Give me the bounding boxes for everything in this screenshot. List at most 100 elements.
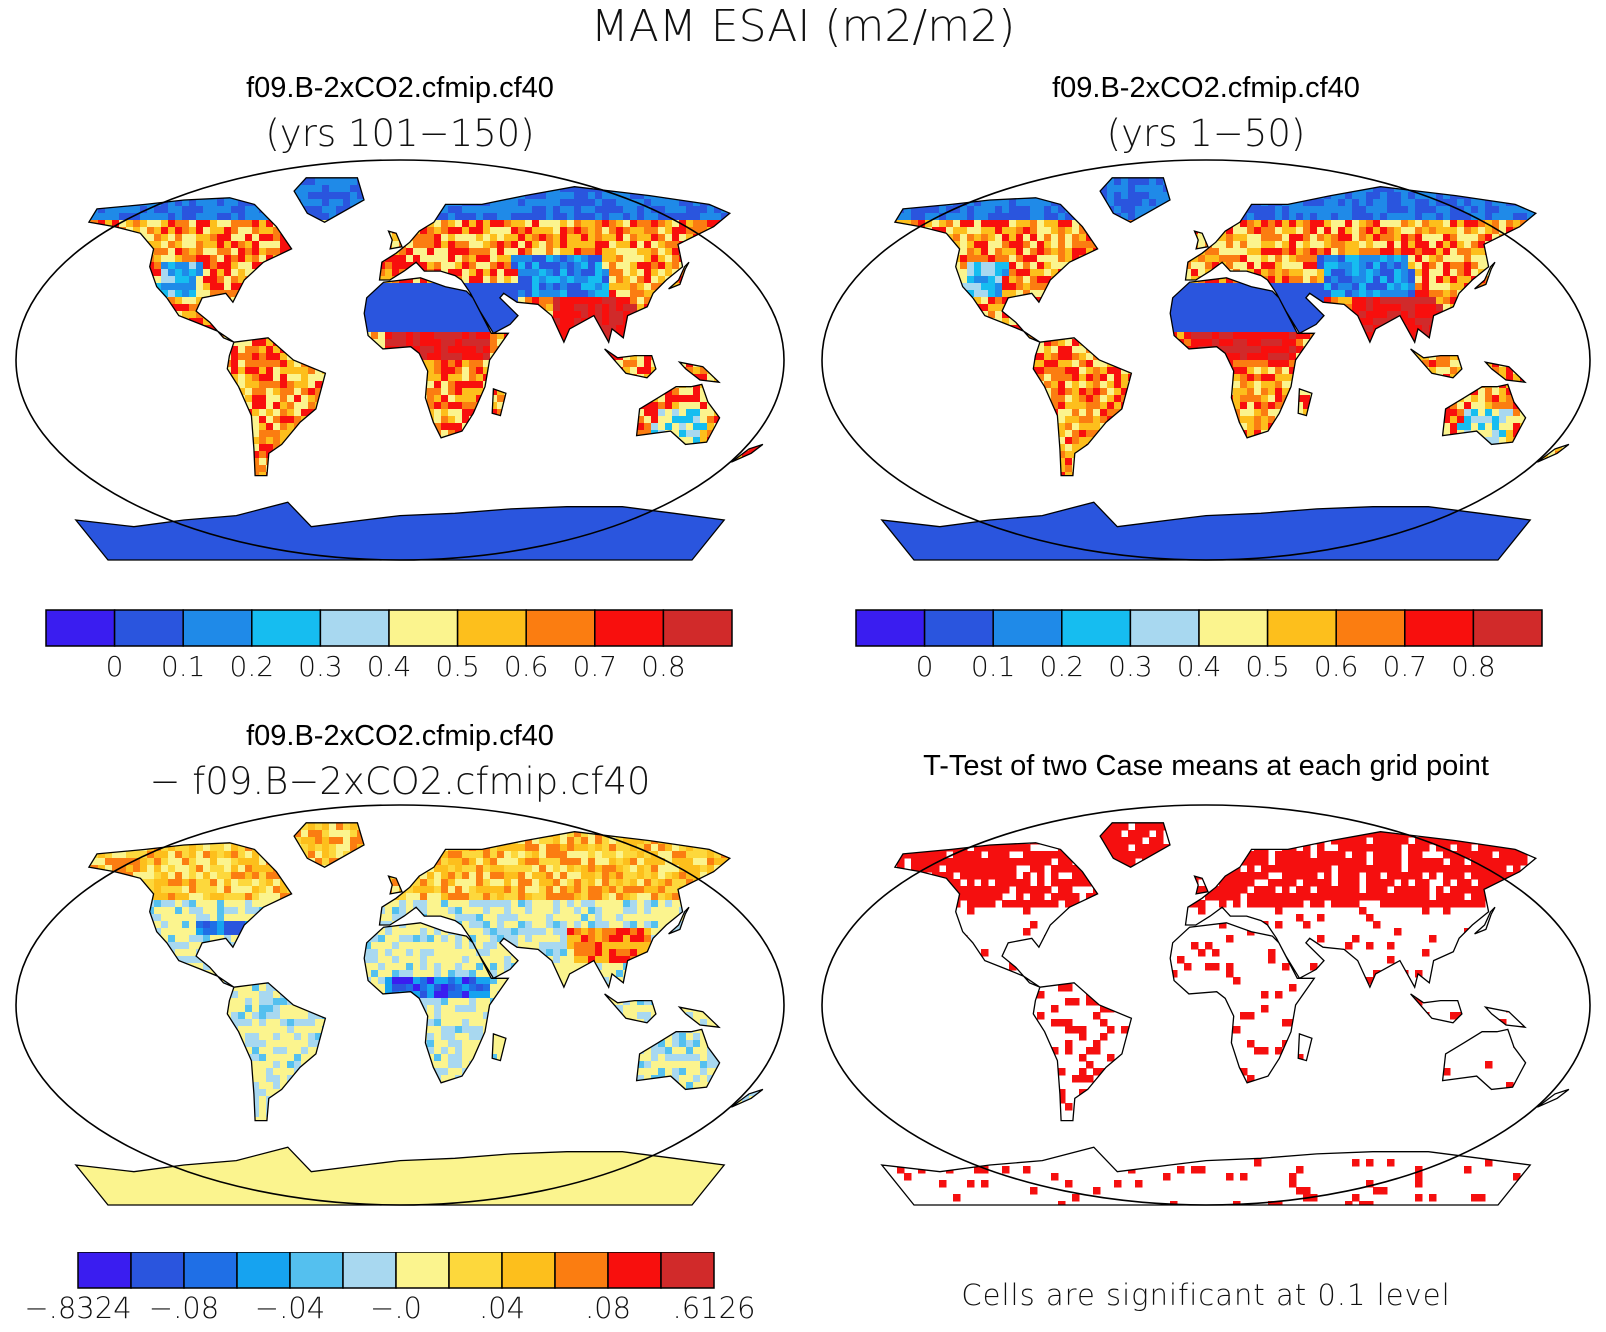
- grid-cell: [651, 276, 659, 284]
- grid-cell: [385, 339, 393, 347]
- grid-cell: [735, 185, 743, 193]
- grid-cell: [616, 290, 624, 298]
- grid-cell: [322, 150, 330, 158]
- grid-cell: [224, 269, 232, 277]
- grid-cell: [742, 150, 750, 158]
- grid-cell: [679, 178, 687, 186]
- grid-cell: [784, 220, 792, 228]
- grid-cell: [196, 157, 204, 165]
- grid-cell: [252, 262, 260, 270]
- grid-cell: [75, 185, 78, 193]
- grid-cell: [294, 409, 302, 417]
- grid-cell: [525, 241, 533, 249]
- grid-cell: [497, 248, 505, 256]
- grid-cell: [189, 290, 197, 298]
- grid-cell: [567, 290, 575, 298]
- grid-cell: [448, 248, 456, 256]
- grid-cell: [602, 255, 610, 263]
- grid-cell: [567, 220, 575, 228]
- grid-cell: [644, 409, 652, 417]
- grid-cell: [644, 150, 652, 158]
- grid-cell: [231, 241, 239, 249]
- grid-cell: [238, 381, 246, 389]
- grid-cell: [14, 269, 22, 277]
- grid-cell: [308, 192, 316, 200]
- grid-cell: [7, 437, 15, 445]
- grid-cell: [28, 199, 36, 207]
- grid-cell: [84, 234, 92, 242]
- grid-cell: [343, 199, 351, 207]
- grid-cell: [511, 283, 519, 291]
- grid-cell: [595, 157, 603, 165]
- grid-cell: [371, 304, 379, 312]
- grid-cell: [476, 206, 484, 214]
- grid-cell: [294, 150, 302, 158]
- grid-cell: [217, 150, 225, 158]
- grid-cell: [602, 178, 610, 186]
- grid-cell: [532, 290, 540, 298]
- grid-cell: [721, 150, 729, 158]
- grid-cell: [784, 213, 792, 221]
- grid-cell: [210, 206, 218, 214]
- grid-cell: [98, 164, 106, 172]
- grid-cell: [756, 255, 763, 263]
- grid-cell: [791, 192, 799, 200]
- grid-cell: [315, 206, 323, 214]
- grid-cell: [42, 157, 50, 165]
- grid-cell: [217, 177, 225, 179]
- grid-cell: [7, 374, 15, 382]
- grid-cell: [784, 304, 792, 312]
- grid-cell: [427, 311, 435, 319]
- grid-cell: [70, 157, 78, 165]
- grid-cell: [784, 367, 792, 375]
- grid-cell: [0, 227, 8, 235]
- grid-cell: [112, 150, 120, 158]
- grid-cell: [273, 423, 281, 431]
- grid-cell: [231, 177, 239, 179]
- grid-cell: [476, 290, 484, 298]
- grid-cell: [14, 220, 22, 228]
- grid-cell: [84, 178, 92, 186]
- grid-cell: [448, 220, 456, 228]
- grid-cell: [77, 227, 85, 235]
- grid-cell: [448, 395, 456, 403]
- grid-cell: [798, 353, 800, 361]
- grid-cell: [588, 248, 596, 256]
- grid-cell: [567, 304, 575, 312]
- grid-cell: [238, 206, 246, 214]
- grid-cell: [175, 206, 183, 214]
- grid-cell: [497, 297, 505, 305]
- grid-cell: [0, 192, 8, 200]
- grid-cell: [434, 318, 442, 326]
- grid-cell: [672, 409, 680, 417]
- grid-cell: [35, 437, 43, 445]
- grid-cell: [658, 255, 666, 263]
- grid-cell: [504, 283, 512, 291]
- grid-cell: [280, 248, 288, 256]
- grid-cell: [56, 185, 64, 193]
- grid-cell: [630, 220, 638, 228]
- grid-cell: [791, 388, 799, 396]
- grid-cell: [497, 332, 505, 340]
- grid-cell: [777, 199, 785, 207]
- grid-cell: [133, 164, 141, 172]
- grid-cell: [336, 178, 344, 186]
- grid-cell: [133, 185, 141, 193]
- grid-cell: [63, 171, 71, 179]
- grid-cell: [511, 276, 519, 284]
- grid-cell: [497, 311, 505, 319]
- grid-cell: [0, 423, 8, 431]
- grid-cell: [91, 164, 99, 172]
- grid-cell: [0, 297, 8, 305]
- grid-cell: [175, 262, 183, 270]
- grid-cell: [476, 304, 484, 312]
- grid-cell: [476, 325, 484, 333]
- grid-cell: [476, 276, 484, 284]
- grid-cell: [560, 227, 568, 235]
- grid-cell: [350, 199, 358, 207]
- grid-cell: [63, 199, 71, 207]
- grid-cell: [567, 185, 575, 193]
- grid-cell: [749, 220, 757, 228]
- grid-cell: [105, 220, 113, 228]
- grid-cell: [469, 290, 477, 298]
